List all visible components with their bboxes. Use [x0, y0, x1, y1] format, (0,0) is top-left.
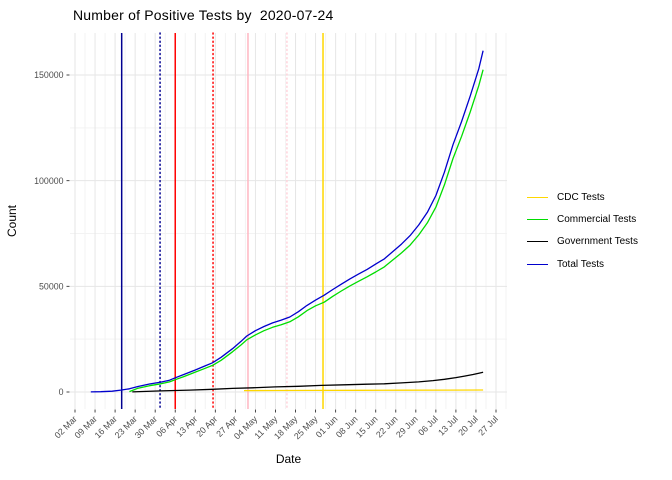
legend-item-commercial-tests: Commercial Tests — [527, 208, 638, 230]
x-axis-tick-label: 20 Jul — [456, 414, 480, 438]
x-axis-tick-label: 29 Jun — [394, 414, 420, 440]
series-line-government-tests — [132, 371, 484, 393]
x-axis-title: Date — [275, 452, 302, 466]
legend-label: Commercial Tests — [557, 213, 637, 225]
series-lines — [90, 50, 484, 393]
event-vlines — [120, 32, 324, 410]
x-axis-tick-label: 20 Apr — [194, 414, 219, 439]
y-axis-tick-label: 100000 — [34, 176, 63, 186]
y-axis-tick-label: 50000 — [39, 282, 64, 292]
axis-ticks — [66, 74, 497, 413]
x-axis-tick-label: 25 May — [292, 413, 320, 441]
legend: CDC Tests Commercial Tests Government Test… — [527, 186, 638, 275]
x-axis-tick-label: 06 Apr — [154, 414, 179, 439]
legend-item-cdc-tests: CDC Tests — [527, 186, 638, 208]
y-axis-tick-label: 150000 — [34, 70, 63, 80]
series-line-commercial-tests — [129, 69, 484, 393]
x-axis-tick-label: 30 Mar — [133, 414, 159, 440]
legend-line-swatch — [527, 218, 548, 220]
x-axis-tick-label: 13 Apr — [174, 414, 199, 439]
series-line-cdc-tests — [243, 389, 484, 392]
legend-line-swatch — [527, 196, 548, 198]
x-axis-tick-label: 13 Jul — [436, 414, 460, 438]
legend-line-swatch — [527, 241, 548, 243]
legend-label: CDC Tests — [557, 191, 605, 203]
grid-minor — [70, 33, 507, 409]
legend-label: Total Tests — [557, 258, 605, 270]
x-axis-tick-label: 27 Jul — [476, 414, 500, 438]
y-axis-tick-label: 0 — [59, 387, 64, 397]
x-axis-tick-label: 06 Jul — [416, 414, 440, 438]
legend-label: Government Tests — [557, 236, 638, 248]
legend-item-total-tests: Total Tests — [527, 253, 638, 275]
chart-title: Number of Positive Tests by 2020-07-24 — [73, 7, 334, 23]
series-line-total-tests — [90, 50, 484, 393]
legend-item-government-tests: Government Tests — [527, 231, 638, 253]
legend-line-swatch — [527, 263, 548, 265]
grid-major — [70, 33, 507, 409]
y-axis-title: Count — [5, 204, 19, 238]
